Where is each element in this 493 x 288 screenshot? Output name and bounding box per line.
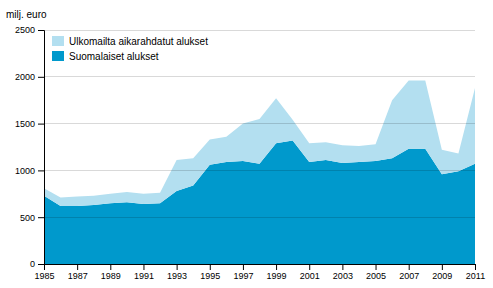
tick-mark — [442, 264, 443, 270]
tick-mark — [309, 264, 310, 270]
legend-label: Suomalaiset alukset — [69, 51, 159, 62]
tick-mark — [243, 264, 244, 270]
tick-mark — [143, 264, 144, 270]
tick-label: 2001 — [300, 271, 320, 281]
grid — [44, 30, 475, 264]
tick-mark — [38, 170, 44, 171]
tick: 1997 — [233, 264, 253, 281]
tick-mark — [38, 77, 44, 78]
tick: 2007 — [399, 264, 419, 281]
tick: 2011 — [466, 264, 485, 281]
tick-label: 1989 — [101, 271, 121, 281]
tick: 2009 — [432, 264, 452, 281]
areas — [44, 81, 475, 264]
tick-label: 1500 — [15, 119, 35, 129]
tick-label: 1995 — [200, 271, 220, 281]
grid-line — [44, 170, 475, 171]
tick-mark — [38, 264, 44, 265]
tick: 1000 — [15, 166, 44, 176]
x-axis: 1985 1987 1989 1991 1993 1995 1997 1999 2001 2003… — [34, 264, 485, 281]
tick-label: 500 — [20, 213, 35, 223]
tick-mark — [110, 264, 111, 270]
chart: 1985 1987 1989 1991 1993 1995 1997 1999 2001 2003… — [0, 0, 493, 288]
tick: 2001 — [300, 264, 320, 281]
tick-label: 0 — [30, 259, 35, 269]
tick-mark — [276, 264, 277, 270]
grid-line — [44, 76, 475, 77]
tick: 1989 — [101, 264, 121, 281]
area — [44, 81, 475, 206]
grid-line — [44, 30, 475, 31]
tick-label: 1997 — [233, 271, 253, 281]
tick-label: 2005 — [366, 271, 386, 281]
tick: 1999 — [267, 264, 287, 281]
tick-label: 1987 — [68, 271, 88, 281]
tick-label: 2003 — [333, 271, 353, 281]
tick: 0 — [30, 259, 44, 269]
tick-label: 1999 — [267, 271, 287, 281]
tick: 1993 — [167, 264, 187, 281]
tick-label: 2011 — [466, 271, 485, 281]
legend-swatch — [52, 36, 64, 46]
tick-mark — [177, 264, 178, 270]
tick-mark — [77, 264, 78, 270]
tick: 2003 — [333, 264, 353, 281]
grid-line — [44, 123, 475, 124]
tick-mark — [38, 124, 44, 125]
tick: 1995 — [200, 264, 220, 281]
legend-item: Suomalaiset alukset — [52, 51, 159, 62]
tick-mark — [409, 264, 410, 270]
tick-mark — [38, 30, 44, 31]
grid-line — [44, 217, 475, 218]
tick: 1991 — [134, 264, 154, 281]
axis-title: milj. euro — [6, 9, 47, 20]
tick: 2500 — [15, 25, 44, 35]
tick: 1987 — [68, 264, 88, 281]
tick-mark — [342, 264, 343, 270]
tick-label: 2007 — [399, 271, 419, 281]
tick-label: 1985 — [34, 271, 54, 281]
legend-swatch — [52, 51, 64, 61]
tick-label: 2500 — [15, 25, 35, 35]
tick-mark — [210, 264, 211, 270]
tick-label: 2009 — [432, 271, 452, 281]
axis-line — [38, 31, 45, 265]
plot: 1985 1987 1989 1991 1993 1995 1997 1999 2001 2003… — [15, 25, 485, 281]
tick-mark — [376, 264, 377, 270]
tick-label: 1991 — [134, 271, 154, 281]
tick-mark — [38, 217, 44, 218]
tick-label: 1000 — [15, 166, 35, 176]
tick-mark — [475, 264, 476, 270]
tick: 1985 — [34, 264, 54, 281]
tick: 2000 — [15, 72, 44, 82]
y-axis: 0 500 1000 1500 2000 2500 — [15, 25, 45, 269]
legend-label: Ulkomailta aikarahdatut alukset — [69, 36, 208, 47]
tick-label: 2000 — [15, 72, 35, 82]
tick: 2005 — [366, 264, 386, 281]
legend-item: Ulkomailta aikarahdatut alukset — [52, 36, 208, 47]
tick: 500 — [20, 213, 44, 223]
tick: 1500 — [15, 119, 44, 129]
tick-label: 1993 — [167, 271, 187, 281]
legend: Ulkomailta aikarahdatut alukset Suomalais… — [52, 36, 208, 62]
axis-line — [45, 265, 476, 271]
